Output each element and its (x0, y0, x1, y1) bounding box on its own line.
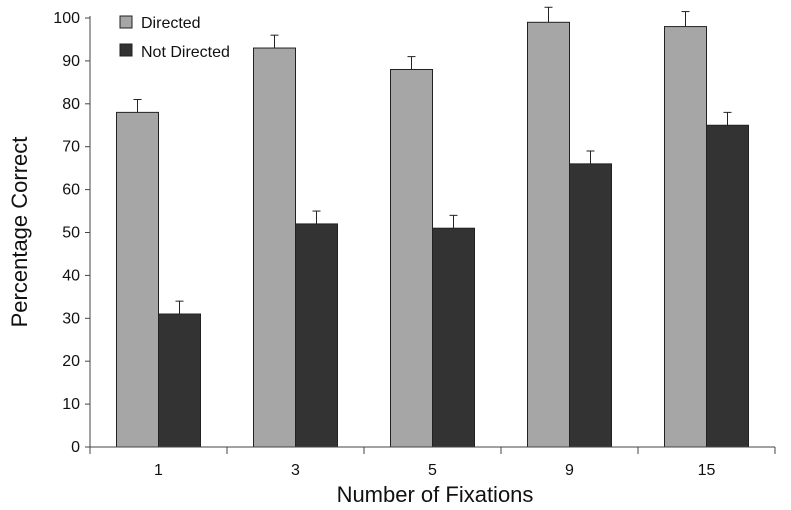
y-tick-label: 100 (53, 10, 80, 27)
bar-directed (527, 21, 570, 448)
plot-area (116, 6, 749, 448)
axes (89, 16, 775, 448)
y-tick-label: 30 (62, 310, 80, 327)
bar-not-directed (569, 163, 612, 448)
y-tick-label: 80 (62, 96, 80, 113)
bar-not-directed (706, 124, 749, 448)
y-tick-label: 60 (62, 182, 80, 199)
y-tick-label: 90 (62, 53, 80, 70)
bar-not-directed (432, 227, 475, 448)
x-tick-label: 1 (154, 462, 163, 479)
legend: Directed Not Directed (119, 15, 230, 61)
tick-layer: 0 10 20 30 40 50 60 70 80 90 100 1 3 5 9 15 (53, 10, 776, 479)
y-axis-title: Percentage Correct (7, 137, 32, 328)
legend-label-not-directed: Not Directed (141, 44, 230, 61)
y-tick-label: 0 (71, 439, 80, 456)
y-tick-label: 70 (62, 139, 80, 156)
y-tick-label: 20 (62, 353, 80, 370)
y-tick-label: 10 (62, 396, 80, 413)
bar-directed (253, 47, 296, 448)
x-tick-label: 5 (428, 462, 437, 479)
bar-directed (664, 26, 707, 448)
y-tick-label: 40 (62, 267, 80, 284)
x-tick-label: 15 (698, 462, 716, 479)
bar-directed (116, 111, 159, 448)
legend-label-directed: Directed (141, 15, 201, 32)
bar-directed (390, 68, 433, 448)
x-axis-title: Number of Fixations (337, 482, 534, 507)
y-tick-label: 50 (62, 225, 80, 242)
bar-not-directed (295, 223, 338, 448)
bar-not-directed (158, 313, 201, 448)
legend-swatch-directed (119, 15, 133, 29)
x-tick-label: 3 (291, 462, 300, 479)
x-tick-label: 9 (565, 462, 574, 479)
legend-swatch-not-directed (119, 43, 133, 57)
